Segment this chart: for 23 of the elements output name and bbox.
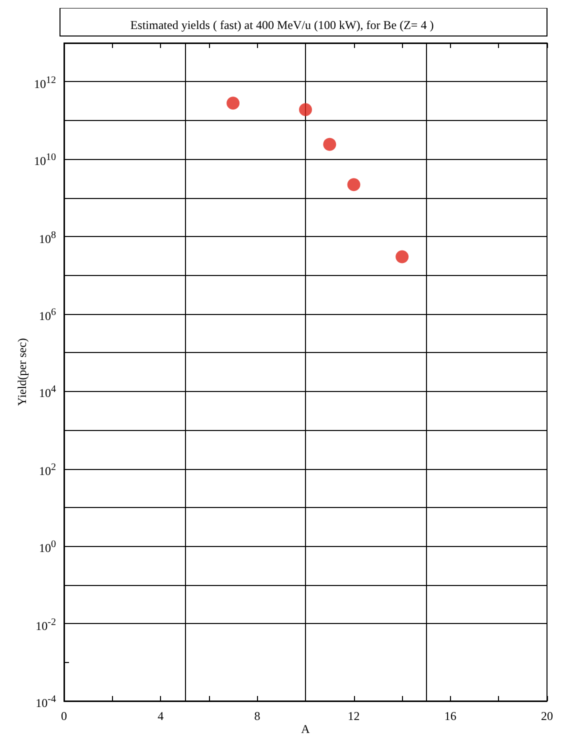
y-tick-label: 10$^{10}$ [34,151,56,168]
point [396,250,409,264]
y-tick-label: 10$^{0}$ [39,538,56,556]
x-tick-label: 12 [348,709,360,723]
y-tick-label: 10$^{12}$ [34,74,56,91]
x-tick-label: 16 [444,709,456,723]
x-tick-label: 4 [158,709,164,723]
point [226,96,240,110]
point [299,103,312,116]
x-axis-title: A [301,722,310,736]
x-tick-label: 8 [254,709,260,723]
y-tick-label: 10$^{4}$ [39,383,56,400]
chart-title: Estimated yields ( fast) at 400 MeV/u (100 kW), for Be (Z= 4 ) [130,18,434,32]
y-axis-title: Yield(per sec) [15,338,29,406]
x-tick-label: 20 [541,709,553,723]
point [323,138,336,151]
y-tick-label: 10$^{-4}$ [36,693,56,710]
y-tick-label: 10$^{6}$ [39,306,56,323]
y-tick-label: 10$^{8}$ [39,228,56,246]
y-tick-label: 10$^{-2}$ [36,616,56,633]
y-tick-label: 10$^{2}$ [39,460,56,478]
point [347,178,360,192]
x-tick-label: 0 [61,709,67,723]
